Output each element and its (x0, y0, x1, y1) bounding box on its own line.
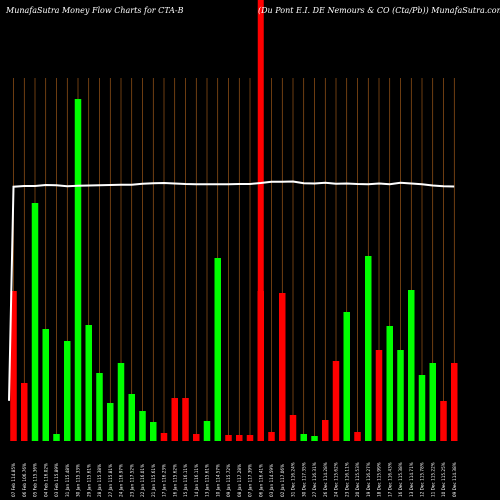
money-flow-bar (96, 373, 103, 441)
money-flow-bar (160, 433, 168, 441)
money-flow-bar (268, 432, 275, 441)
x-tick-label: 31 Dec 116.24% (291, 462, 296, 497)
money-flow-bar (85, 325, 92, 441)
money-flow-bar (311, 436, 318, 441)
money-flow-bar (236, 435, 243, 441)
chart-title: MunafaSutra Money Flow Charts for CTA-B (6, 6, 184, 15)
money-flow-bar (21, 383, 28, 441)
x-tick-label: 22 Jan 116.01% (140, 464, 145, 497)
x-tick-label: 16 Jan 115.62% (172, 464, 177, 497)
x-tick-label: 29 Jan 115.61% (86, 464, 91, 497)
money-flow-bar (289, 415, 297, 441)
x-tick-label: 05 Feb 115.36% (33, 463, 38, 497)
money-flow-bar (246, 435, 254, 441)
x-tick-label: 16 Dec 115.38% (398, 462, 403, 497)
money-flow-bar (322, 420, 329, 441)
x-tick-label: 28 Jan 115.38% (97, 464, 102, 497)
money-flow-bar (375, 350, 383, 441)
x-tick-label: 08 Jan 117.28% (237, 464, 242, 497)
x-tick-label: 03 Feb 115.89% (54, 463, 59, 497)
x-tick-label: 26 Dec 114.28% (323, 462, 328, 497)
x-tick-label: 18 Dec 115.99% (377, 462, 382, 497)
x-tick-label: 30 Dec 117.35% (301, 462, 306, 497)
x-tick-label: 04 Feb 116.02% (43, 463, 48, 497)
x-tick-label: 31 Jan 115.48% (65, 464, 70, 497)
money-flow-bar (354, 432, 361, 441)
x-tick-label: 17 Jan 116.23% (162, 464, 167, 497)
x-tick-label: 21 Jan 115.61% (151, 464, 156, 497)
x-tick-label: 02 Jan 117.06% (280, 464, 285, 497)
money-flow-bar (117, 363, 125, 441)
x-tick-label: 09 Dec 114.38% (452, 462, 457, 497)
price-line-path (8, 180, 455, 401)
money-flow-bar (10, 291, 17, 441)
x-tick-label: 23 Dec 116.11% (344, 462, 349, 497)
money-flow-bar (214, 258, 221, 441)
money-flow-bar (332, 361, 340, 441)
x-tick-label: 17 Dec 116.43% (387, 462, 392, 497)
money-flow-bar (128, 394, 135, 441)
money-flow-bar (203, 421, 211, 441)
x-tick-label: 07 Feb 114.85% (11, 463, 16, 497)
money-flow-bar (343, 312, 350, 441)
x-tick-label: 20 Dec 115.53% (355, 462, 360, 497)
money-flow-bar (139, 411, 146, 441)
x-tick-label: 30 Jan 115.33% (76, 464, 81, 497)
money-flow-bar (182, 398, 189, 441)
price-line (8, 180, 455, 401)
x-tick-label: 23 Jan 117.52% (129, 464, 134, 497)
chart-subtitle: (Du Pont E.I. DE Nemours & CO (Cta/Pb)) … (258, 6, 500, 15)
money-flow-bar (451, 363, 458, 441)
money-flow-bar (386, 326, 393, 441)
money-flow-bar (408, 290, 415, 441)
money-flow-spike-bar (257, 0, 264, 441)
money-flow-bar (279, 293, 286, 441)
x-tick-label: 13 Dec 114.71% (409, 462, 414, 497)
x-tick-label: 24 Jan 116.97% (119, 464, 124, 497)
money-flow-bar (31, 203, 39, 441)
x-tick-label: 24 Dec 115.62% (334, 462, 339, 497)
x-tick-label: 12 Dec 115.78% (420, 462, 425, 497)
money-flow-bar (74, 99, 82, 441)
x-tick-label: 06 Jan 116.41% (258, 464, 263, 497)
x-tick-label: 27 Dec 116.31% (312, 462, 317, 497)
x-tick-label: 10 Jan 114.57% (215, 464, 220, 497)
x-tick-label: 10 Dec 115.25% (441, 462, 446, 497)
x-tick-label: 09 Jan 115.72% (226, 464, 231, 497)
money-flow-bar (365, 256, 372, 441)
x-axis-labels: 07 Feb 114.85% 06 Feb 106.76% 05 Feb 115.3… (11, 462, 457, 497)
money-flow-bar (418, 375, 426, 441)
money-flow-bar (193, 434, 200, 441)
x-tick-label: 27 Jan 115.81% (108, 464, 113, 497)
money-flow-bars (10, 0, 458, 441)
money-flow-bar (53, 434, 60, 441)
money-flow-bar (300, 434, 307, 441)
money-flow-bar (64, 341, 71, 441)
x-tick-label: 14 Jan 116.11% (194, 464, 199, 497)
money-flow-bar (397, 350, 404, 441)
money-flow-bar (42, 329, 49, 441)
money-flow-bar (225, 435, 232, 441)
money-flow-bar (429, 363, 436, 441)
x-tick-label: 07 Jan 117.39% (248, 464, 253, 497)
x-tick-label: 11 Dec 115.22% (430, 462, 435, 497)
x-tick-label: 06 Feb 106.76% (22, 463, 27, 497)
x-tick-label: 13 Jan 115.61% (205, 464, 210, 497)
money-flow-bar (107, 403, 114, 441)
money-flow-bar (150, 422, 157, 441)
x-tick-label: 03 Jan 114.59% (269, 464, 274, 497)
x-tick-label: 15 Jan 116.11% (183, 464, 188, 497)
money-flow-bar (171, 398, 178, 441)
x-tick-label: 19 Dec 116.27% (366, 462, 371, 497)
money-flow-bar (440, 401, 447, 441)
